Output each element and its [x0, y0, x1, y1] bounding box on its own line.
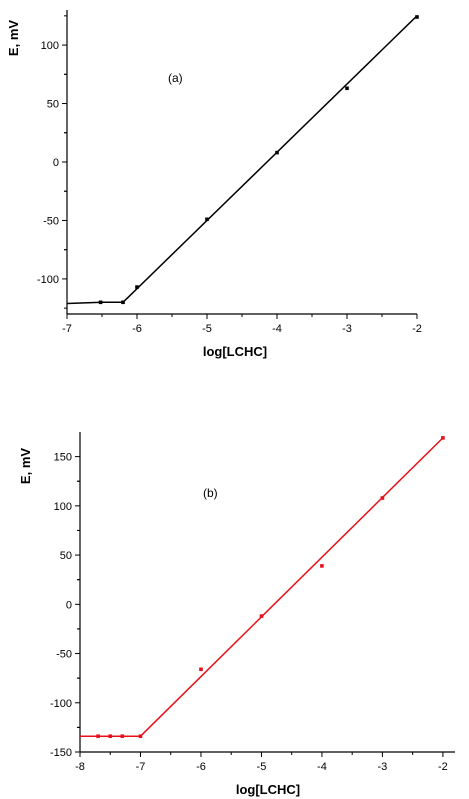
x-axis-label: log[LCHC]	[203, 344, 267, 359]
y-tick-label: 150	[54, 452, 72, 464]
x-tick-label: -3	[342, 323, 352, 335]
data-point	[138, 734, 143, 738]
data-point	[259, 614, 264, 618]
x-tick-label: -3	[378, 761, 388, 773]
chart-panel-a: (a) log[LCHC] E, mV -7 -6 -5 -4 -3 -2 -100 -50 0…	[6, 10, 422, 359]
fit-line	[66, 15, 418, 305]
x-tick-label: -4	[317, 761, 327, 773]
y-tick-label: 50	[47, 99, 59, 111]
y-tick-label: -50	[43, 215, 59, 227]
x-tick-label: -7	[62, 323, 72, 335]
y-tick-label: 0	[53, 157, 59, 169]
data-point	[96, 734, 100, 738]
y-tick-label: 100	[54, 501, 72, 513]
chart-panel-b: (b) log[LCHC] E, mV -8 -7 -6 -5 -4 -3 -2 -150 -1…	[18, 432, 455, 797]
data-point	[108, 734, 112, 738]
panel-label: (a)	[168, 71, 183, 85]
fit-line	[80, 437, 444, 737]
data-point	[415, 15, 419, 19]
y-axis-label: E, mV	[6, 20, 21, 56]
data-point	[380, 496, 385, 500]
x-tick-label: -7	[136, 761, 146, 773]
x-tick-label: -5	[202, 323, 212, 335]
x-tick-label: -8	[75, 761, 85, 773]
data-point	[320, 564, 324, 568]
y-tick-label: 50	[60, 550, 72, 562]
y-tick-label: -100	[37, 274, 59, 286]
x-tick-label: -4	[272, 323, 282, 335]
y-tick-label: -100	[50, 698, 72, 710]
x-axis-label: log[LCHC]	[236, 782, 300, 797]
y-axis-label: E, mV	[18, 448, 33, 484]
data-point	[98, 300, 103, 305]
panel-label: (b)	[203, 486, 218, 500]
data-point	[121, 300, 125, 305]
data-point	[345, 86, 349, 91]
x-tick-label: -6	[196, 761, 206, 773]
y-tick-label: -150	[50, 747, 72, 759]
y-tick-label: 100	[41, 40, 59, 52]
x-tick-label: -6	[132, 323, 142, 335]
y-tick-label: -50	[56, 649, 72, 661]
data-point	[275, 150, 279, 155]
x-tick-label: -2	[412, 323, 422, 335]
data-point	[120, 734, 125, 738]
data-point	[135, 285, 139, 289]
y-tick-label: 0	[66, 599, 72, 611]
x-tick-label: -5	[257, 761, 267, 773]
x-tick-label: -2	[438, 761, 448, 773]
data-point	[441, 436, 445, 440]
data-point	[205, 217, 209, 222]
data-point	[199, 667, 203, 672]
